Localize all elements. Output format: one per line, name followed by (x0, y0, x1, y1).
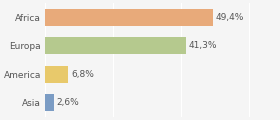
Bar (45, 9, 213, 26)
Bar (45, 94, 54, 111)
Text: 41,3%: 41,3% (188, 41, 217, 50)
Bar (45, 37, 186, 54)
Text: 49,4%: 49,4% (216, 13, 244, 22)
Text: 6,8%: 6,8% (71, 70, 94, 79)
Bar (45, 66, 68, 83)
Text: 2,6%: 2,6% (57, 98, 79, 107)
